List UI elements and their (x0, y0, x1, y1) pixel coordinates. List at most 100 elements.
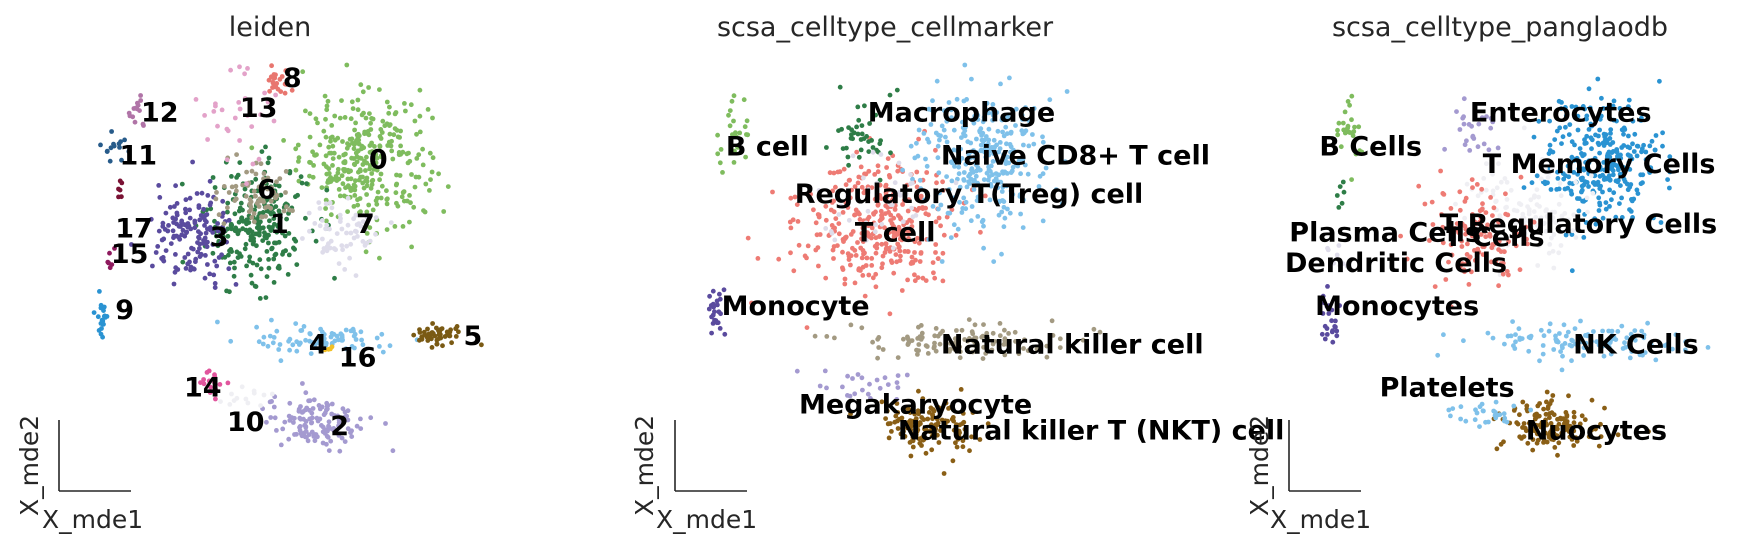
scatter-point (339, 435, 345, 441)
scatter-point (343, 346, 349, 352)
scatter-point (1569, 337, 1575, 343)
scatter-point (1021, 142, 1026, 148)
scatter-point (1619, 145, 1625, 150)
scatter-point (791, 268, 797, 274)
scatter-point (1545, 175, 1551, 180)
scatter-point (277, 176, 283, 182)
scatter-point (249, 145, 255, 151)
point-group-b-cell (715, 93, 751, 175)
scatter-point (389, 138, 394, 144)
x-axis-label: X_mde1 (656, 505, 757, 534)
scatter-point (1500, 271, 1506, 277)
scatter-point (303, 108, 308, 114)
scatter-point (1481, 176, 1487, 181)
scatter-point (937, 137, 942, 143)
scatter-point (1481, 141, 1487, 147)
scatter-point (1044, 354, 1050, 360)
scatter-point (1547, 142, 1553, 148)
scatter-point (1462, 142, 1468, 148)
scatter-point (731, 93, 737, 99)
scatter-point (1000, 169, 1005, 175)
scatter-point (316, 340, 322, 346)
scatter-point (981, 322, 986, 327)
scatter-point (318, 347, 323, 353)
scatter-point (1534, 173, 1540, 179)
scatter-point (1619, 215, 1625, 220)
scatter-point (938, 331, 943, 336)
scatter-point (885, 382, 891, 387)
scatter-point (321, 246, 327, 251)
scatter-point (1558, 106, 1564, 112)
scatter-point (218, 399, 223, 404)
scatter-point (829, 223, 835, 228)
scatter-point (1021, 346, 1026, 351)
scatter-point (1334, 328, 1340, 334)
scatter-point (1062, 159, 1068, 165)
scatter-point (174, 233, 179, 239)
scatter-point (384, 227, 390, 233)
scatter-point (267, 218, 272, 224)
scatter-point (1013, 123, 1018, 128)
scatter-point (348, 168, 353, 174)
scatter-point (1459, 238, 1465, 244)
scatter-point (261, 171, 267, 176)
scatter-point (861, 175, 866, 181)
scatter-point (1040, 139, 1046, 145)
scatter-point (404, 198, 410, 204)
scatter-point (271, 118, 277, 124)
scatter-point (830, 188, 835, 194)
scatter-point (367, 111, 372, 116)
scatter-point (180, 227, 186, 233)
scatter-point (866, 187, 871, 193)
scatter-point (445, 184, 451, 190)
scatter-point (1554, 128, 1560, 134)
scatter-point (1563, 333, 1569, 339)
scatter-point (268, 198, 274, 204)
scatter-point (1589, 173, 1594, 178)
scatter-point (718, 311, 723, 317)
cluster-label: B cell (726, 132, 809, 163)
scatter-point (1019, 128, 1025, 134)
scatter-point (859, 131, 865, 137)
scatter-point (315, 120, 320, 126)
scatter-point (1508, 187, 1514, 193)
scatter-point (278, 442, 284, 448)
scatter-point (843, 200, 849, 205)
scatter-point (901, 429, 906, 434)
scatter-point (932, 340, 937, 346)
scatter-point (269, 399, 274, 404)
scatter-point (1476, 121, 1482, 127)
scatter-point (342, 409, 348, 415)
scatter-point (350, 326, 356, 332)
scatter-point (247, 254, 253, 260)
scatter-point (879, 213, 885, 218)
scatter-point (260, 198, 266, 204)
scatter-point (941, 471, 947, 476)
scatter-point (237, 64, 242, 70)
scatter-point (263, 295, 269, 300)
scatter-point (167, 204, 173, 210)
scatter-point (896, 213, 901, 218)
scatter-point (876, 345, 882, 350)
scatter-point (951, 222, 957, 228)
scatter-point (1593, 426, 1598, 432)
scatter-point (1574, 438, 1580, 444)
scatter-point (1002, 336, 1008, 342)
scatter-point (374, 155, 380, 161)
scatter-point (1553, 220, 1558, 226)
scatter-point (1586, 169, 1592, 175)
scatter-point (880, 347, 886, 352)
scatter-point (836, 231, 842, 237)
scatter-point (1619, 195, 1624, 201)
scatter-point (872, 196, 878, 202)
scatter-point (213, 196, 219, 202)
scatter-point (345, 176, 351, 182)
scatter-point (788, 195, 794, 201)
scatter-point (900, 167, 905, 173)
scatter-point (319, 185, 325, 191)
scatter-point (951, 427, 957, 433)
scatter-point (1541, 406, 1546, 412)
scatter-point (1010, 114, 1015, 119)
scatter-point (1040, 218, 1046, 224)
scatter-point (358, 426, 364, 431)
